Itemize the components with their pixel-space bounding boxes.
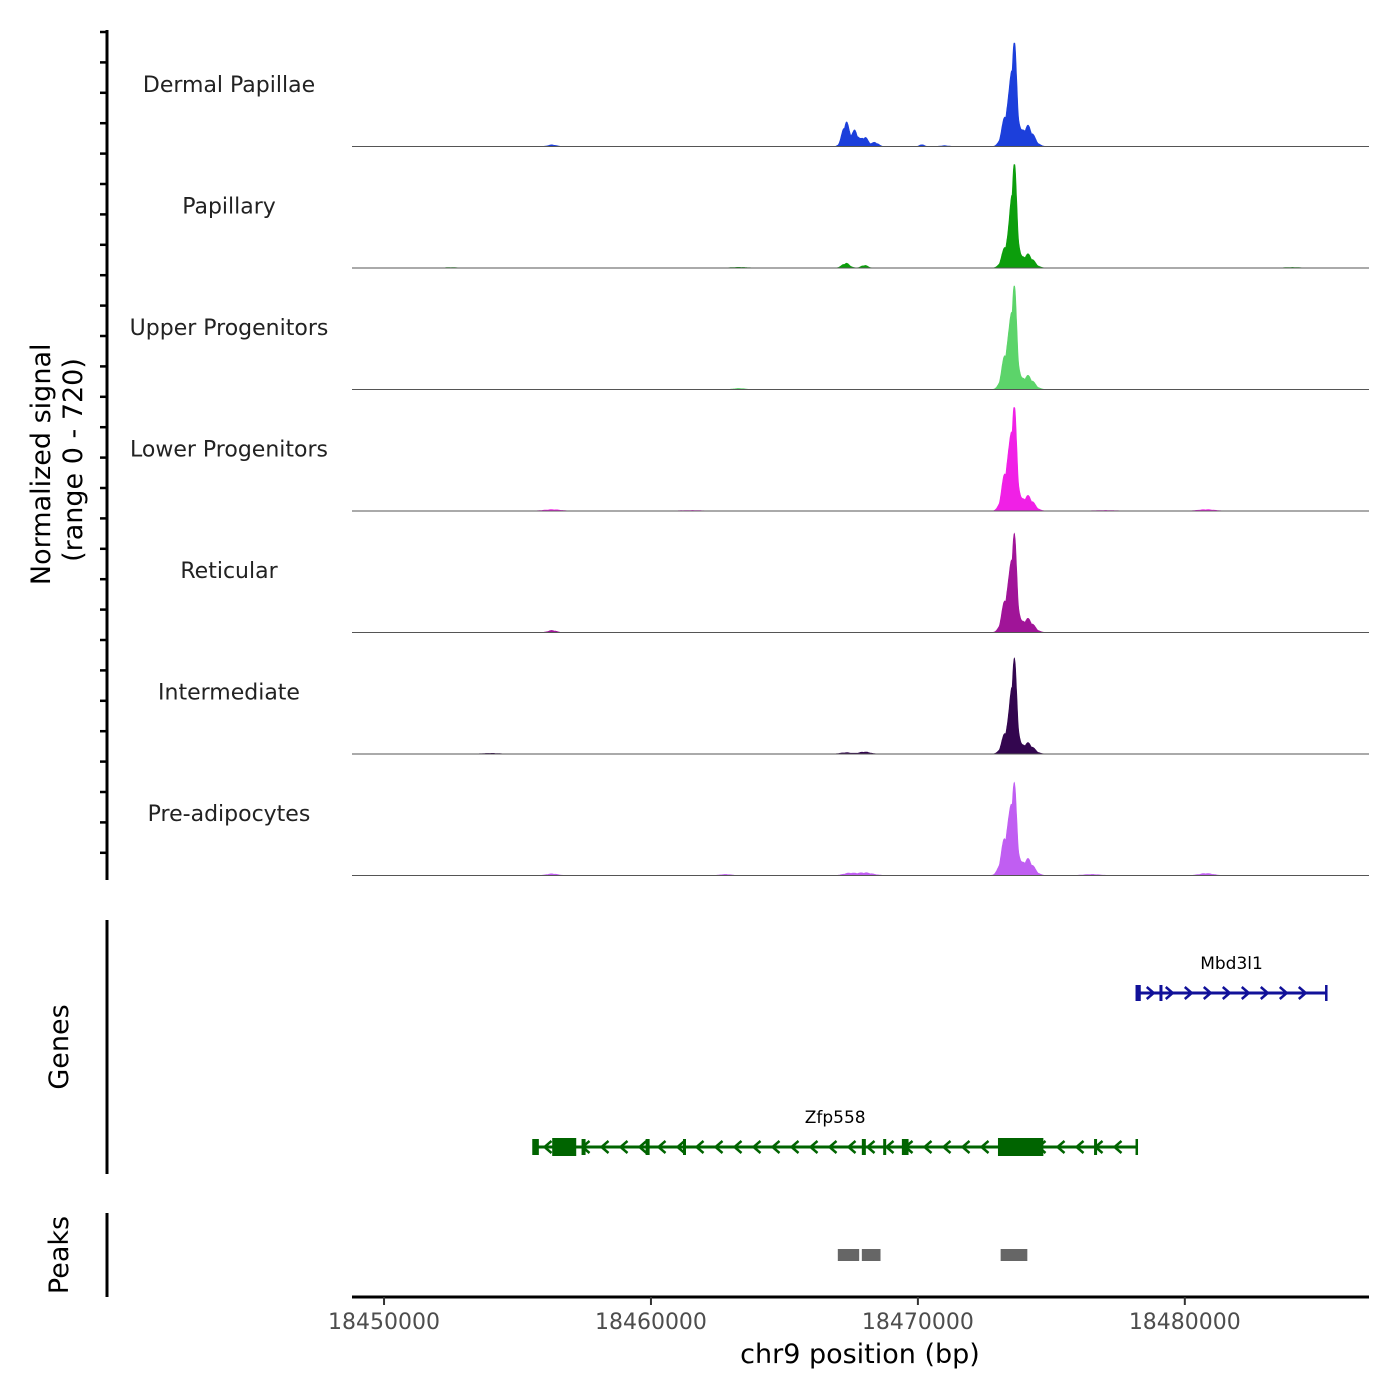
- track-label: Reticular: [180, 559, 278, 584]
- coverage-area: [445, 407, 1337, 512]
- track-label: Papillary: [182, 195, 276, 220]
- coverage-track: Reticular: [180, 532, 1369, 633]
- coverage-panel: Normalized signal (range 0 - 720) Dermal…: [26, 30, 1369, 880]
- x-tick-label: 18460000: [595, 1310, 707, 1335]
- x-ticks: 18450000 18460000 18470000 18480000: [328, 1297, 1241, 1335]
- gene-exon: [645, 1139, 650, 1155]
- strand-arrow: [960, 1140, 971, 1154]
- coverage-area: [445, 532, 1337, 633]
- gene-exon: [581, 1139, 586, 1155]
- strand-arrow: [1221, 986, 1232, 1000]
- coverage-track: Dermal Papillae: [143, 42, 1369, 147]
- strand-arrow: [675, 1140, 686, 1154]
- strand-arrow: [1074, 1140, 1085, 1154]
- strand-arrow: [1278, 986, 1289, 1000]
- gene-label: Zfp558: [805, 1108, 866, 1128]
- x-tick-label: 18450000: [328, 1310, 440, 1335]
- coverage-y-axis-title-line2: (range 0 - 720): [58, 358, 89, 562]
- gene-exon: [901, 1139, 909, 1155]
- gene-model: Zfp558: [532, 1108, 1139, 1156]
- strand-arrow: [732, 1140, 743, 1154]
- strand-arrow: [1297, 986, 1308, 1000]
- gene-exon: [533, 1139, 539, 1155]
- strand-arrow: [713, 1140, 724, 1154]
- gene-exon: [997, 1138, 1044, 1156]
- track-label: Lower Progenitors: [130, 438, 328, 463]
- peak-region: [1000, 1249, 1028, 1261]
- strand-arrow: [599, 1140, 610, 1154]
- gene-annotations: Mbd3l1 Zfp558: [532, 954, 1328, 1156]
- strand-arrow: [1259, 986, 1270, 1000]
- gene-label: Mbd3l1: [1200, 954, 1263, 974]
- strand-arrow: [884, 1140, 895, 1154]
- strand-arrow: [979, 1140, 990, 1154]
- coverage-track: Intermediate: [158, 657, 1369, 755]
- coverage-y-axis-title-line1: Normalized signal: [26, 344, 57, 586]
- x-axis: 18450000 18460000 18470000 18480000 chr9 po…: [328, 1295, 1369, 1370]
- strand-arrow: [1240, 986, 1251, 1000]
- peak-region: [861, 1249, 881, 1261]
- x-axis-title: chr9 position (bp): [740, 1339, 980, 1370]
- strand-arrow: [922, 1140, 933, 1154]
- peak-regions: [837, 1249, 1028, 1261]
- strand-arrow: [1145, 986, 1156, 1000]
- coverage-area: [445, 657, 1337, 755]
- coverage-track: Upper Progenitors: [130, 285, 1369, 390]
- peaks-y-axis-title: Peaks: [44, 1216, 75, 1294]
- coverage-track: Papillary: [182, 164, 1369, 269]
- strand-arrow: [941, 1140, 952, 1154]
- strand-arrow: [1164, 986, 1175, 1000]
- track-label: Intermediate: [158, 681, 300, 706]
- gene-exon: [1159, 985, 1163, 1001]
- strand-arrow: [618, 1140, 629, 1154]
- coverage-area: [445, 285, 1337, 390]
- strand-arrow: [751, 1140, 762, 1154]
- strand-arrow: [865, 1140, 876, 1154]
- gene-model: Mbd3l1: [1135, 954, 1328, 1001]
- gene-exon: [552, 1138, 577, 1156]
- track-label: Pre-adipocytes: [148, 802, 311, 827]
- coverage-area: [445, 781, 1337, 876]
- strand-arrow: [846, 1140, 857, 1154]
- gene-exon: [1094, 1139, 1098, 1155]
- coverage-tracks: Dermal Papillae Papillary Upper Progenitor…: [130, 42, 1369, 876]
- coverage-y-ticks: [100, 30, 107, 855]
- strand-arrow: [1183, 986, 1194, 1000]
- strand-arrow: [1055, 1140, 1066, 1154]
- track-label: Upper Progenitors: [130, 316, 329, 341]
- coverage-area: [445, 164, 1337, 269]
- strand-arrow: [656, 1140, 667, 1154]
- gene-exon: [1136, 985, 1141, 1001]
- peak-region: [837, 1249, 860, 1261]
- track-label: Dermal Papillae: [143, 73, 315, 98]
- strand-arrow: [542, 1140, 553, 1154]
- x-tick-label: 18480000: [1129, 1310, 1241, 1335]
- strand-arrow: [637, 1140, 648, 1154]
- strand-arrow: [1202, 986, 1213, 1000]
- genes-y-axis-title: Genes: [44, 1004, 75, 1089]
- gene-exon: [861, 1139, 866, 1155]
- strand-arrow: [808, 1140, 819, 1154]
- coverage-track: Lower Progenitors: [130, 407, 1369, 512]
- peaks-panel: Peaks: [44, 1213, 1028, 1297]
- coverage-y-axis-title: Normalized signal (range 0 - 720): [26, 335, 89, 585]
- coverage-track: Pre-adipocytes: [148, 781, 1369, 876]
- strand-arrow: [770, 1140, 781, 1154]
- strand-arrow: [827, 1140, 838, 1154]
- gene-exon: [682, 1139, 686, 1155]
- strand-arrow: [789, 1140, 800, 1154]
- coverage-area: [445, 42, 1337, 147]
- strand-arrow: [694, 1140, 705, 1154]
- x-tick-label: 18470000: [862, 1310, 974, 1335]
- gene-exon: [883, 1139, 887, 1155]
- strand-arrow: [1112, 1140, 1123, 1154]
- genes-panel: Genes Mbd3l1 Zfp558: [44, 920, 1328, 1174]
